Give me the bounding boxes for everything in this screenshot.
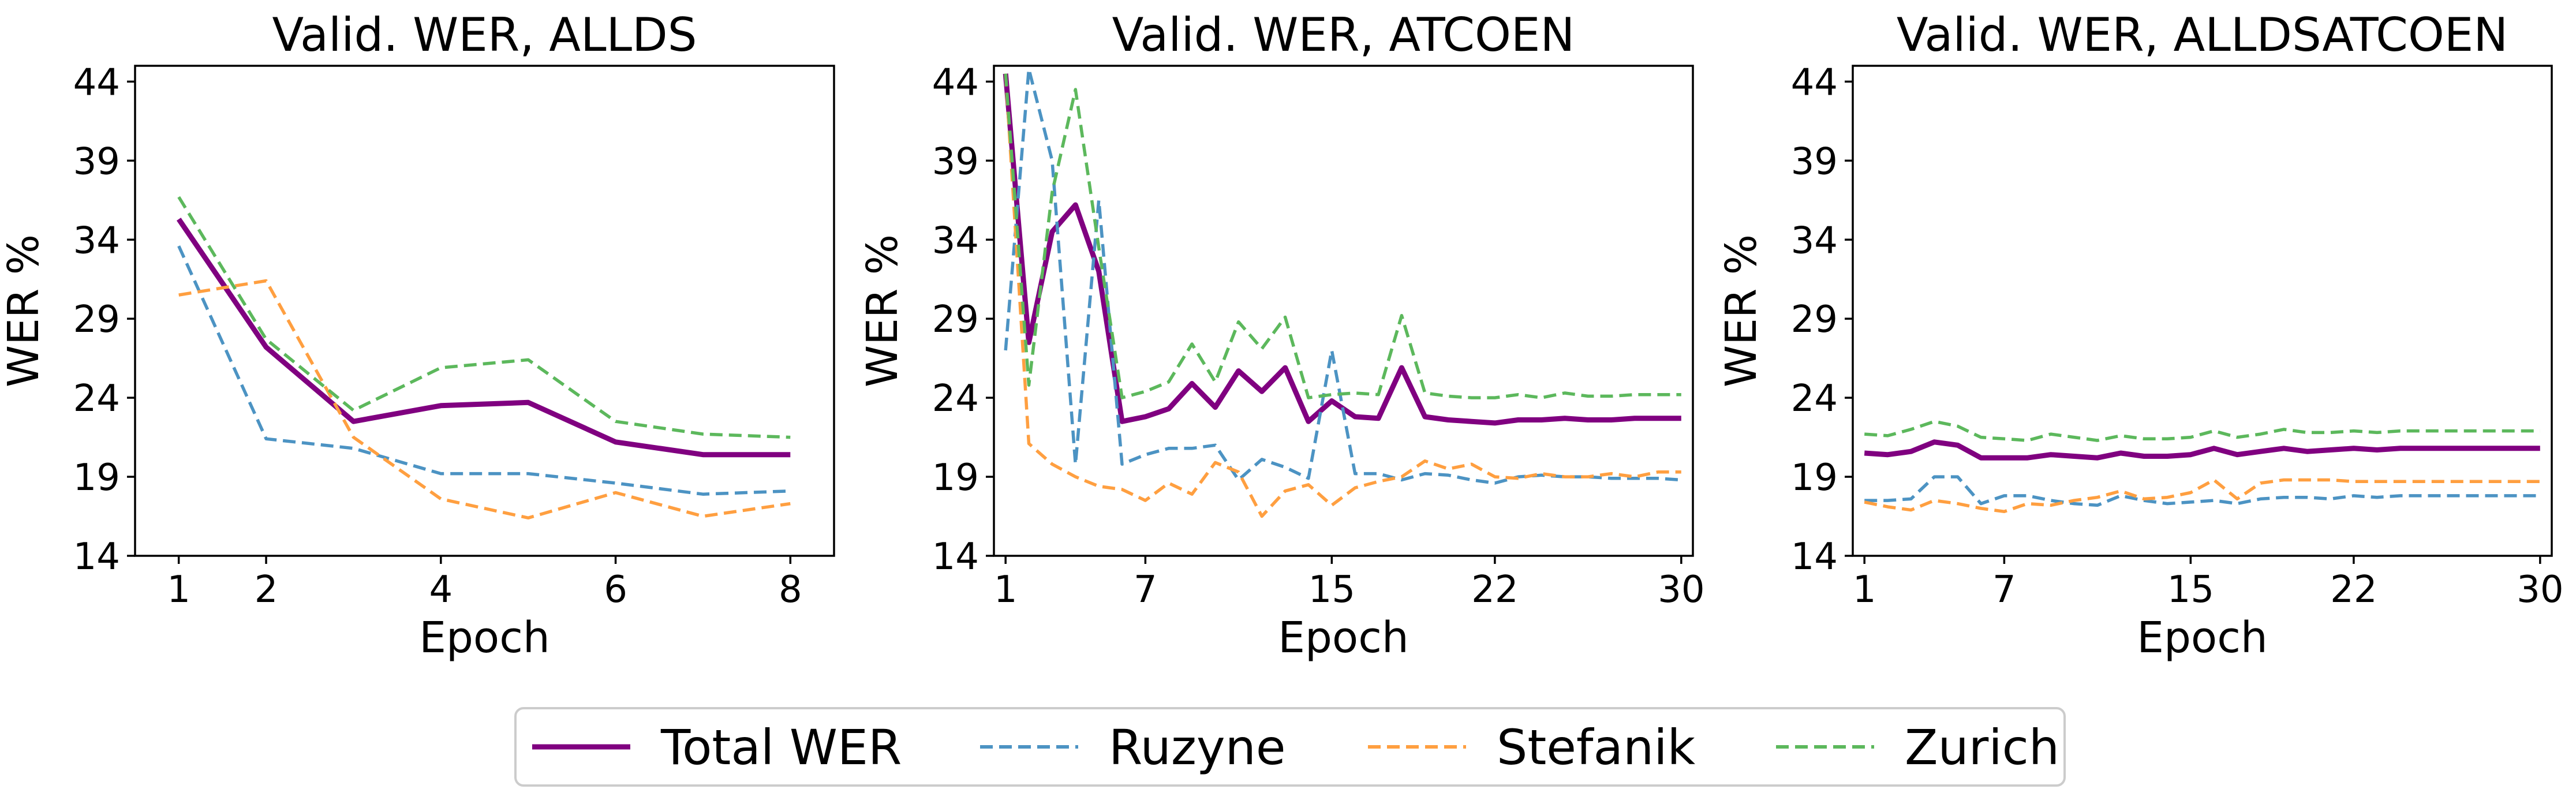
y-tick-label: 24 (932, 377, 979, 420)
legend: Total WER Ruzyne Stefanik Zurich (514, 707, 2066, 787)
y-tick-label: 34 (73, 219, 120, 262)
chart-panel-2: Valid. WER, ATCOEN 14 19 24 29 34 39 44 1 7 15 22 30… (858, 8, 1705, 663)
y-tick-label: 19 (73, 457, 120, 499)
y-axis-label: WER % (858, 234, 907, 387)
series-line-zurich (1864, 420, 2540, 442)
series-line-stefanik (1004, 73, 1681, 518)
series-line-total-wer (176, 218, 791, 458)
series-line-zurich (1004, 73, 1681, 399)
series-line-ruzyne (1004, 67, 1681, 485)
y-tick-label: 44 (1791, 61, 1838, 104)
y-tick-label: 39 (1791, 140, 1838, 183)
y-tick-label: 29 (932, 298, 979, 341)
y-tick-label: 44 (932, 61, 979, 104)
plot-frame (1852, 65, 2553, 557)
y-axis-label: WER % (1717, 234, 1766, 387)
chart-title: Valid. WER, ALLDS (272, 8, 697, 62)
y-tick-label: 14 (932, 536, 979, 578)
legend-label-stefanik: Stefanik (1497, 719, 1696, 776)
series-line-total-wer (1864, 439, 2540, 461)
y-tick-label: 24 (73, 377, 120, 420)
chart-title: Valid. WER, ALLDSATCOEN (1897, 8, 2508, 62)
x-tick-label: 22 (1471, 569, 1518, 611)
y-tick-label: 24 (1791, 377, 1838, 420)
y-tick-label: 19 (932, 457, 979, 499)
x-tick-label: 1 (167, 569, 190, 611)
chart-panel-3: Valid. WER, ALLDSATCOEN 14 19 24 29 34 39 44 1 7 1… (1717, 8, 2564, 663)
legend-frame (514, 707, 2066, 787)
y-tick-label: 34 (932, 219, 979, 262)
x-tick-label: 7 (1992, 569, 2016, 611)
y-tick-label: 19 (1791, 457, 1838, 499)
y-tick-label: 29 (73, 298, 120, 341)
y-tick-label: 29 (1791, 298, 1838, 341)
series-line-stefanik (178, 279, 791, 520)
x-tick-label: 6 (604, 569, 627, 611)
x-axis-label: Epoch (2137, 613, 2268, 663)
series-line-stefanik (1864, 478, 2540, 514)
x-tick-label: 15 (2167, 569, 2214, 611)
plot-frame (993, 65, 1694, 557)
x-axis-label: Epoch (1278, 613, 1409, 663)
series-line-ruzyne (1864, 475, 2540, 507)
legend-label-ruzyne: Ruzyne (1109, 719, 1286, 776)
x-tick-label: 7 (1134, 569, 1157, 611)
y-tick-label: 14 (1791, 536, 1838, 578)
x-tick-label: 22 (2330, 569, 2377, 611)
series-line-total-wer (1003, 73, 1681, 426)
x-tick-label: 2 (255, 569, 278, 611)
legend-label-total-wer: Total WER (660, 719, 902, 776)
y-axis-label: WER % (0, 234, 48, 387)
series-line-zurich (177, 196, 791, 439)
x-tick-label: 1 (1853, 569, 1876, 611)
y-tick-label: 44 (73, 61, 120, 104)
x-tick-label: 15 (1308, 569, 1355, 611)
y-tick-label: 39 (932, 140, 979, 183)
x-tick-label: 1 (994, 569, 1018, 611)
legend-label-zurich: Zurich (1905, 719, 2059, 776)
x-tick-label: 8 (779, 569, 802, 611)
chart-title: Valid. WER, ATCOEN (1112, 8, 1575, 62)
x-tick-label: 30 (1658, 569, 1704, 611)
y-tick-label: 14 (73, 536, 120, 578)
plot-frame (134, 65, 835, 557)
x-axis-label: Epoch (419, 613, 550, 663)
series-line-ruzyne (177, 245, 791, 496)
y-tick-label: 34 (1791, 219, 1838, 262)
x-tick-label: 30 (2517, 569, 2563, 611)
x-tick-label: 4 (429, 569, 453, 611)
y-tick-label: 39 (73, 140, 120, 183)
